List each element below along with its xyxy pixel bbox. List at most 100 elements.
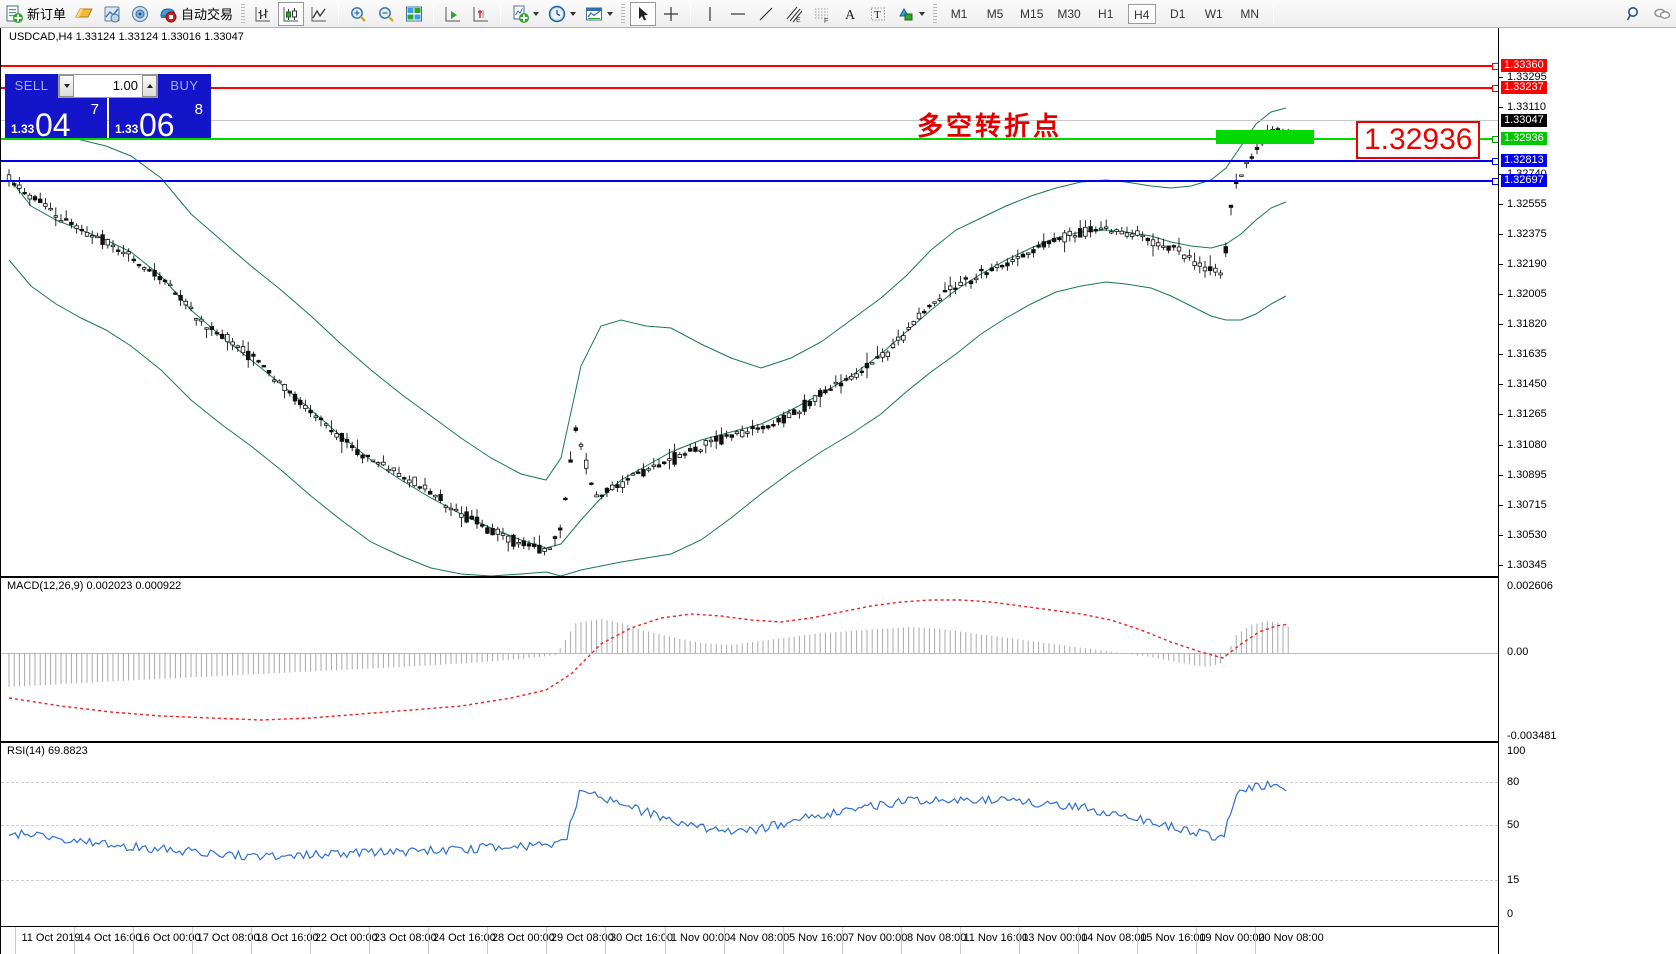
toolbar-grip-3[interactable]: [933, 3, 938, 24]
time-axis-label: 18 Oct 16:00: [255, 932, 319, 944]
buy-button[interactable]: BUY: [158, 74, 211, 98]
buy-price-display[interactable]: 1.33 06 8: [109, 98, 211, 141]
timeframe-mn[interactable]: MN: [1240, 6, 1260, 21]
time-axis-separator: [664, 927, 666, 954]
timeframe-w1[interactable]: W1: [1204, 6, 1223, 21]
chat-icon: [1652, 4, 1672, 24]
timeframe-d1[interactable]: D1: [1170, 6, 1186, 21]
resistance-line-1[interactable]: [1, 63, 1498, 70]
resistance-line-2[interactable]: [1, 85, 1498, 92]
chart-plot-area[interactable]: USDCAD,H4 1.33124 1.33124 1.33016 1.3304…: [1, 28, 1498, 954]
toolbar-grip-2[interactable]: [621, 3, 626, 24]
price-axis-tick: [1499, 535, 1503, 536]
timeframe-m15[interactable]: M15: [1020, 6, 1044, 21]
time-axis-label: 19 Nov 00:00: [1199, 932, 1265, 944]
fibonacci-tool-button[interactable]: F: [809, 2, 835, 26]
time-axis-separator: [133, 927, 135, 954]
support-line-1[interactable]: [1, 158, 1498, 165]
navigator-button[interactable]: [127, 2, 153, 26]
rsi-axis-50: 50: [1507, 819, 1520, 831]
macd-panel-title: MACD(12,26,9) 0.002023 0.000922: [7, 580, 182, 592]
vertical-line-tool-button[interactable]: [697, 2, 723, 26]
time-axis-separator: [1255, 927, 1256, 954]
timeframe-h1[interactable]: H1: [1098, 6, 1114, 21]
market-watch-button[interactable]: [99, 2, 125, 26]
timeframe-m30[interactable]: M30: [1057, 6, 1081, 21]
timeframe-m1[interactable]: M1: [950, 6, 968, 21]
svg-text:T: T: [874, 9, 881, 21]
chevron-down-icon[interactable]: [607, 11, 614, 16]
chart-annotation-text[interactable]: 多空转折点: [917, 111, 1063, 141]
price-tag-support-2: 1.32697: [1501, 174, 1547, 187]
rsi-level-50: [1, 825, 1498, 826]
chat-button[interactable]: [1649, 2, 1675, 26]
time-axis-separator: [1077, 927, 1079, 954]
toolbar-grip-1[interactable]: [241, 3, 246, 24]
time-axis[interactable]: 11 Oct 2019 14 Oct 16:00 16 Oct 00:00 17 Oc…: [1, 926, 1498, 954]
one-click-trading-panel[interactable]: SELL 1.00 BUY 1.33 04 7 1.33 06 8: [5, 74, 211, 141]
panel-separator-price-macd: [1, 576, 1498, 578]
auto-trading-button[interactable]: 自动交易: [155, 2, 236, 26]
price-axis-tick: [1499, 107, 1503, 108]
price-axis-tick: [1499, 77, 1503, 78]
tile-windows-button[interactable]: [401, 2, 427, 26]
equidistant-channel-tool-button[interactable]: E: [781, 2, 807, 26]
volume-value[interactable]: 1.00: [74, 75, 142, 97]
volume-increase-icon[interactable]: [142, 75, 157, 97]
macd-histogram: [8, 619, 1289, 687]
price-axis-tick: [1499, 294, 1503, 295]
chevron-down-icon[interactable]: [570, 11, 577, 16]
crosshair-tool-button[interactable]: [658, 2, 684, 26]
candlestick-chart-button[interactable]: [278, 1, 305, 26]
price-axis-label: 1.32375: [1507, 228, 1547, 240]
time-axis-label: 1 Nov 00:00: [670, 932, 731, 944]
time-axis-separator: [428, 927, 430, 954]
trendline-tool-button[interactable]: [753, 2, 779, 26]
time-axis-separator: [74, 927, 76, 954]
timeframe-m5[interactable]: M5: [986, 6, 1004, 21]
auto-scroll-button[interactable]: [440, 2, 466, 26]
horizontal-line-tool-button[interactable]: [725, 2, 751, 26]
search-button[interactable]: [1621, 2, 1647, 26]
price-axis[interactable]: 1.332951.331101.327401.325551.323751.321…: [1498, 28, 1676, 954]
chevron-down-icon[interactable]: [533, 11, 540, 16]
zoom-out-button[interactable]: [373, 2, 399, 26]
pivot-zone-highlight[interactable]: [1216, 130, 1314, 144]
sell-button[interactable]: SELL: [5, 74, 58, 98]
text-label-tool-button[interactable]: A: [837, 2, 863, 26]
bar-chart-button[interactable]: [250, 2, 276, 26]
rsi-axis-0: 0: [1507, 908, 1514, 920]
price-callout-box[interactable]: 1.32936: [1356, 121, 1481, 159]
pivot-line[interactable]: [1, 136, 1498, 143]
line-chart-icon: [309, 4, 329, 24]
volume-decrease-icon[interactable]: [59, 75, 74, 97]
time-axis-label: 22 Oct 00:00: [314, 932, 378, 944]
periods-button[interactable]: [544, 2, 579, 26]
chart-shift-button[interactable]: [468, 2, 494, 26]
support-line-2[interactable]: [1, 178, 1498, 185]
text-object-tool-button[interactable]: T: [865, 2, 891, 26]
price-tag-resistance-1: 1.33360: [1501, 59, 1547, 72]
line-chart-button[interactable]: [306, 2, 332, 26]
toolbar-divider-5: [1272, 3, 1274, 24]
price-axis-tick: [1499, 354, 1503, 355]
price-axis-tick: [1499, 204, 1503, 205]
market-watch-icon: [102, 4, 122, 24]
volume-stepper[interactable]: 1.00: [58, 74, 158, 98]
zoom-in-button[interactable]: [345, 2, 371, 26]
new-order-button[interactable]: 新订单: [1, 2, 69, 26]
time-axis-separator: [1018, 927, 1020, 954]
indicators-button[interactable]: [507, 2, 542, 26]
sell-price-display[interactable]: 1.33 04 7: [5, 98, 107, 141]
shapes-tool-button[interactable]: [893, 2, 928, 26]
timeframe-h4[interactable]: H4: [1127, 3, 1156, 24]
zoom-in-icon: [348, 4, 368, 24]
chart-window[interactable]: USDCAD,H4 1.33124 1.33124 1.33016 1.3304…: [0, 28, 1676, 954]
price-axis-tick: [1499, 384, 1503, 385]
rsi-series-canvas: [8, 780, 1287, 861]
expert-advisors-button[interactable]: [71, 2, 97, 26]
cursor-tool-button[interactable]: [630, 1, 657, 26]
templates-button[interactable]: [581, 2, 616, 26]
chevron-down-icon[interactable]: [919, 11, 926, 16]
time-axis-label: 28 Oct 00:00: [491, 932, 555, 944]
